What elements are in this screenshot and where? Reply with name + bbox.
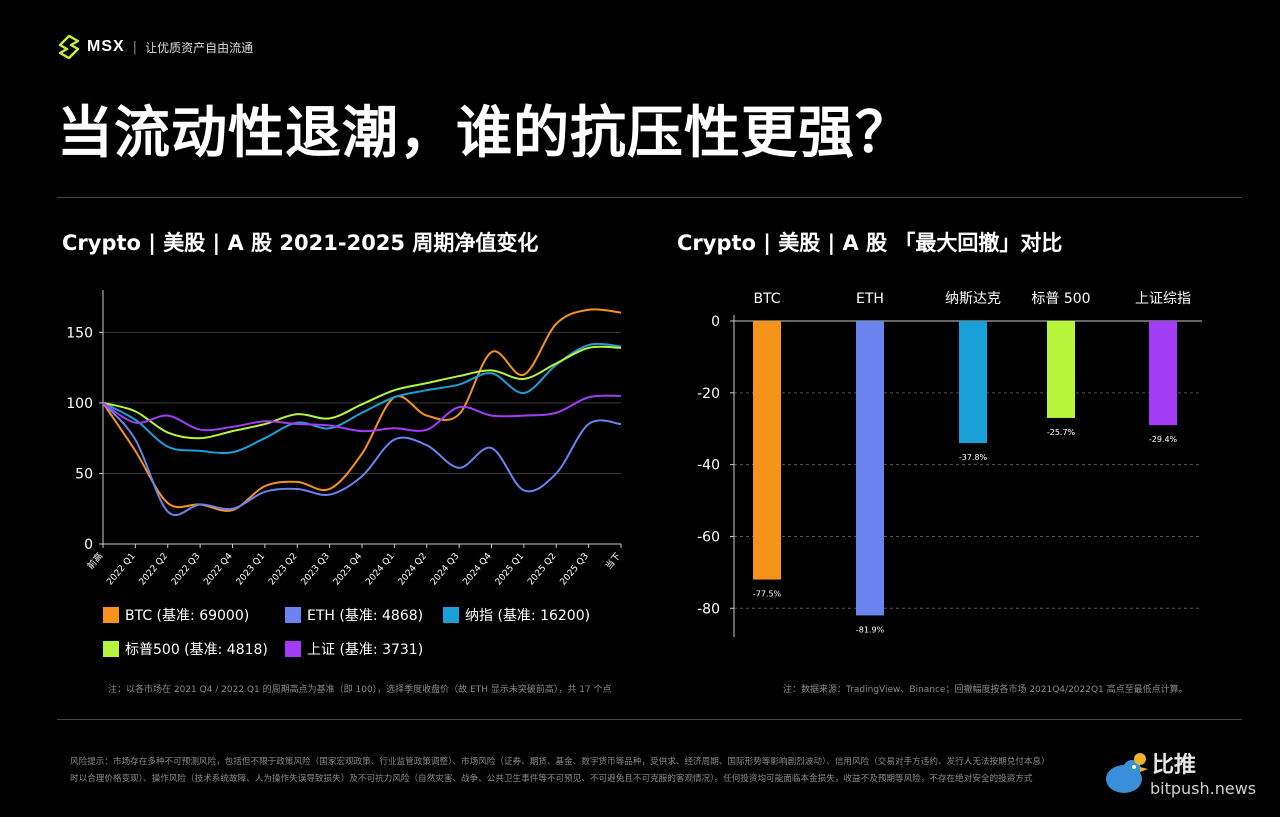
- data-label-sp500: -25.7%: [1047, 428, 1076, 437]
- data-label-shanghai: -29.4%: [1149, 435, 1178, 444]
- x-tick-label: 2024 Q2: [397, 552, 429, 588]
- x-tick-label: 前高: [85, 550, 106, 572]
- y-tick-label: 150: [66, 325, 93, 341]
- data-label-eth: -81.9%: [856, 625, 885, 634]
- y-tick-label: 100: [66, 396, 93, 412]
- bar-chart-title: Crypto | 美股 | A 股 「最大回撤」对比: [677, 231, 1063, 255]
- line-chart-axes: [102, 290, 621, 545]
- bitpush-watermark: 比推 bitpush.news: [1100, 745, 1270, 805]
- x-tick-label: 2023 Q1: [235, 552, 267, 588]
- x-tick-label: 2025 Q3: [558, 552, 590, 588]
- x-tick-label: 2024 Q1: [364, 552, 396, 588]
- bar-chart-data-labels: -77.5% -81.9% -37.8% -25.7% -29.4%: [753, 428, 1178, 635]
- legend-label-sp500: 标普500 (基准: 4818): [125, 642, 268, 658]
- y-tick-label: 0: [84, 537, 93, 553]
- series-line-btc: [102, 308, 622, 512]
- category-label-eth: ETH: [856, 291, 884, 307]
- watermark-name: 比推: [1152, 753, 1197, 778]
- series-line-eth: [102, 402, 622, 517]
- x-tick-label: 2022 Q3: [170, 552, 202, 588]
- legend-swatch-sp500: [103, 641, 119, 657]
- series-line-sp500: [102, 345, 622, 440]
- bar-sp500: [1047, 321, 1075, 418]
- page-title: 当流动性退潮，谁的抗压性更强？: [57, 101, 912, 166]
- top-divider: [57, 197, 1242, 198]
- bitpush-bird-icon: [1106, 753, 1148, 793]
- x-tick-label: 2022 Q4: [202, 551, 235, 587]
- bar-chart-categories: BTC ETH 纳斯达克 标普 500 上证综指: [753, 291, 1191, 307]
- legend-label-btc: BTC (基准: 69000): [125, 608, 250, 624]
- legend-label-eth: ETH (基准: 4868): [307, 608, 424, 624]
- legend-item-shanghai: 上证 (基准: 3731): [285, 639, 423, 659]
- bar-chart-y-ticks: 0 -20 -40 -60 -80: [697, 314, 734, 617]
- x-tick-label: 2022 Q2: [138, 552, 170, 588]
- bar-nasdaq: [959, 321, 987, 444]
- risk-line-1: 风险提示：市场存在多种不可预测风险，包括但不限于政策风险（国家宏观政策、行业监管…: [70, 757, 1050, 767]
- x-tick-label: 2025 Q1: [494, 552, 526, 588]
- legend-item-btc: BTC (基准: 69000): [103, 605, 249, 625]
- line-chart: 0 50 100 150 前高 2022 Q1 2022 Q2 2022 Q3 2022 Q4…: [66, 290, 624, 588]
- risk-disclaimer: 风险提示：市场存在多种不可预测风险，包括但不限于政策风险（国家宏观政策、行业监管…: [70, 754, 1130, 788]
- x-tick-label: 2025 Q2: [526, 552, 558, 588]
- line-chart-title: Crypto | 美股 | A 股 2021-2025 周期净值变化: [62, 231, 539, 255]
- brand-separator: |: [132, 39, 138, 55]
- series-line-shanghai: [102, 394, 622, 433]
- legend-label-nasdaq: 纳指 (基准: 16200): [465, 608, 591, 624]
- bar-eth: [856, 321, 884, 616]
- brand-slogan: 让优质资产自由流通: [145, 40, 254, 55]
- x-tick-label: 2023 Q4: [332, 551, 365, 587]
- category-label-nasdaq: 纳斯达克: [945, 291, 1001, 307]
- line-chart-x-ticks: 前高 2022 Q1 2022 Q2 2022 Q3 2022 Q4 2023 Q1 202…: [85, 544, 624, 588]
- x-tick-label: 2022 Q1: [105, 552, 137, 588]
- brand-name: MSX: [87, 38, 125, 55]
- legend-label-shanghai: 上证 (基准: 3731): [307, 642, 424, 658]
- line-chart-grid: [103, 331, 621, 474]
- legend-item-sp500: 标普500 (基准: 4818): [103, 639, 268, 659]
- y-tick-label: 0: [711, 314, 720, 330]
- category-label-sp500: 标普 500: [1031, 291, 1090, 307]
- y-tick-label: -20: [697, 386, 720, 402]
- legend-swatch-nasdaq: [443, 607, 459, 623]
- x-tick-label: 2024 Q3: [429, 552, 461, 588]
- category-label-shanghai: 上证综指: [1135, 291, 1191, 307]
- line-chart-y-ticks: 0 50 100 150: [66, 325, 103, 553]
- line-chart-series: [102, 308, 622, 517]
- x-tick-label: 2023 Q3: [299, 552, 331, 588]
- legend-swatch-shanghai: [285, 641, 301, 657]
- legend-item-nasdaq: 纳指 (基准: 16200): [443, 605, 590, 625]
- bar-chart-bars: [753, 321, 1177, 616]
- y-tick-label: -60: [697, 529, 720, 545]
- bottom-divider: [57, 719, 1242, 720]
- line-chart-note: 注：以各市场在 2021 Q4 / 2022 Q1 的周期高点为基准（即 100…: [108, 685, 612, 695]
- x-tick-label: 当下: [603, 550, 624, 572]
- data-label-btc: -77.5%: [753, 590, 782, 599]
- watermark-url: bitpush.news: [1150, 779, 1257, 798]
- data-label-nasdaq: -37.8%: [959, 453, 988, 462]
- bar-shanghai: [1149, 321, 1177, 426]
- legend-swatch-btc: [103, 607, 119, 623]
- y-tick-label: -40: [697, 458, 720, 474]
- x-tick-label: 2024 Q4: [461, 551, 494, 587]
- bar-chart: 0 -20 -40 -60 -80 BTC ETH 纳斯达克 标普 500 上证综指 -77.5…: [697, 291, 1202, 637]
- category-label-btc: BTC: [753, 291, 780, 307]
- x-tick-label: 2023 Q2: [267, 552, 299, 588]
- bar-chart-note: 注：数据来源：TradingView、Binance；回撤幅度按各市场 2021…: [783, 685, 1188, 695]
- bar-btc: [753, 321, 781, 580]
- legend-swatch-eth: [285, 607, 301, 623]
- legend-item-eth: ETH (基准: 4868): [285, 605, 423, 625]
- brand-header: MSX | 让优质资产自由流通: [57, 34, 253, 60]
- risk-line-2: 时以合理价格变现）、操作风险（技术系统故障、人为操作失误导致损失）及不可抗力风险…: [70, 774, 1033, 784]
- msx-logo-icon: [58, 35, 80, 59]
- y-tick-label: 50: [75, 466, 93, 482]
- series-line-nasdaq: [102, 342, 622, 455]
- y-tick-label: -80: [697, 601, 720, 617]
